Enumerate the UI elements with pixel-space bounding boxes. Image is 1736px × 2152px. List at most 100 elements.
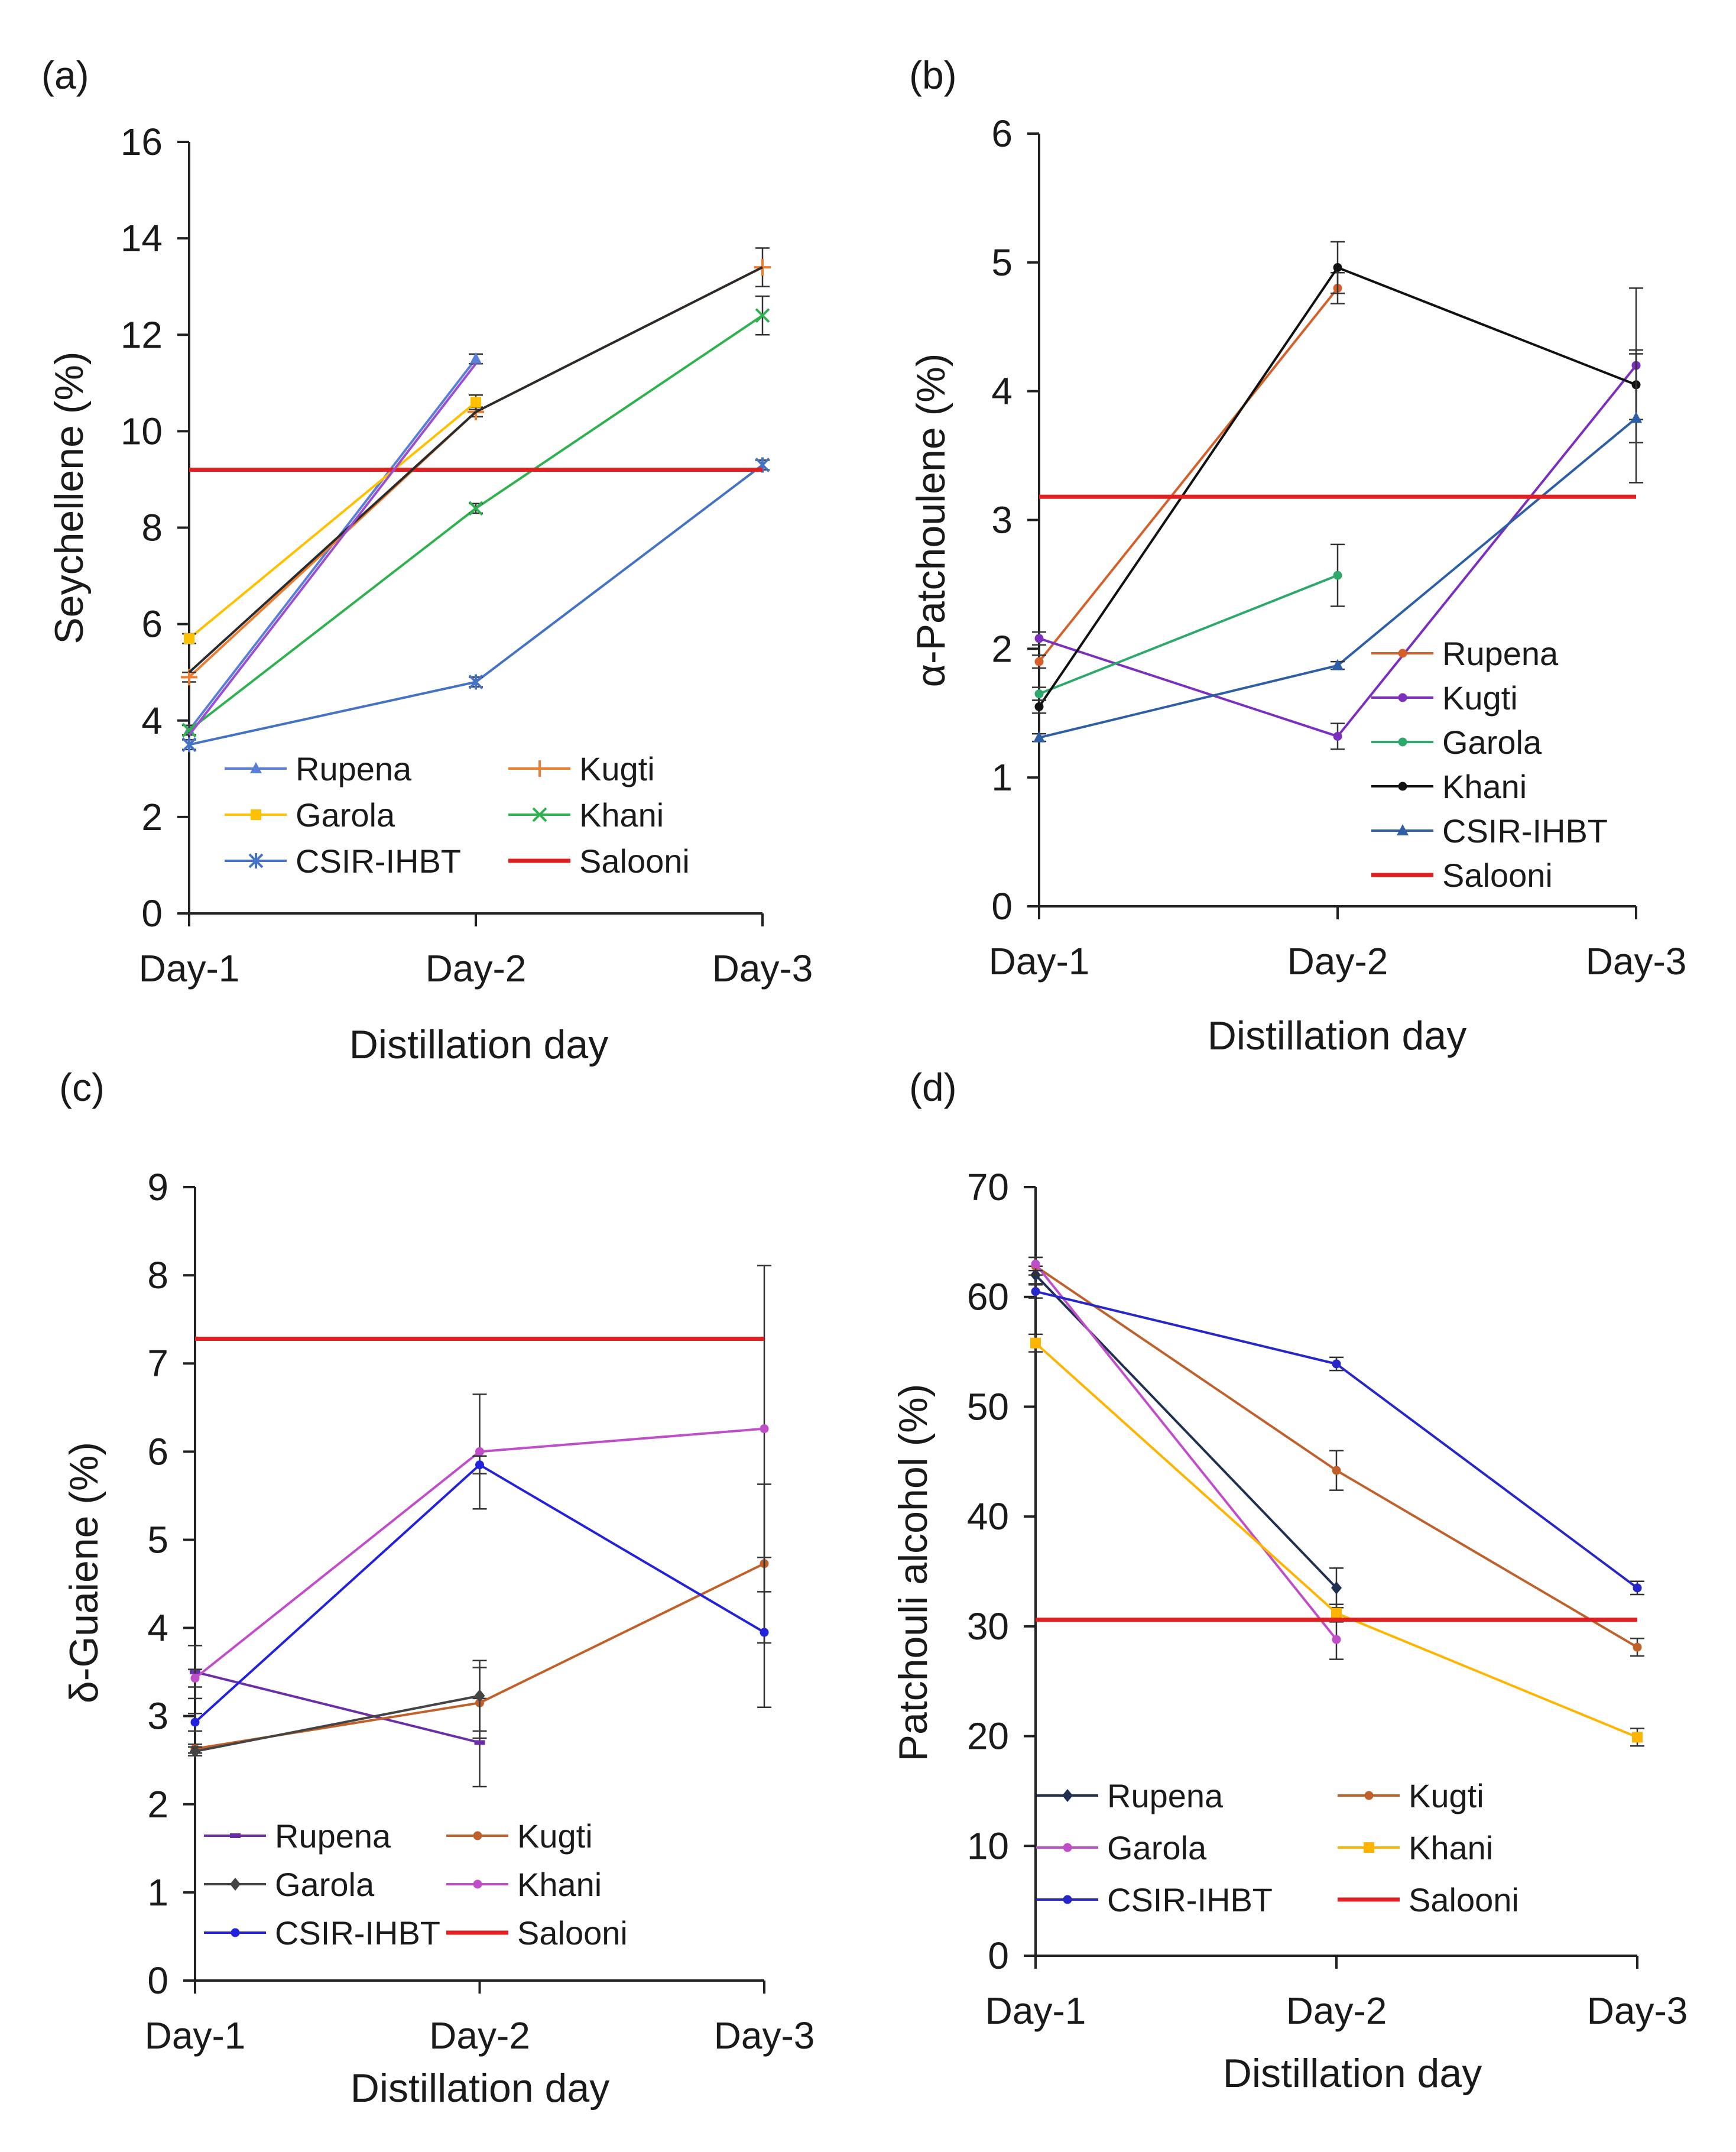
y-axis-label-a: Seychellene (%) [47, 351, 92, 644]
y-axis-label-c: δ-Guaiene (%) [61, 1442, 106, 1703]
series-line-csir-ihbt [475, 464, 764, 683]
y-tick-label: 0 [991, 885, 1013, 928]
y-tick-label: 40 [967, 1495, 1009, 1538]
y-tick-label: 7 [147, 1342, 168, 1385]
legend-item-csir-ihbt-marker [1397, 824, 1409, 835]
data-point-csir-ihbt [1031, 1286, 1040, 1296]
x-tick-label: Day-1 [985, 1989, 1086, 2032]
data-point-csir-ihbt [1332, 1359, 1341, 1369]
legend-item-khani-marker [1398, 782, 1407, 791]
data-point-khani [468, 501, 484, 516]
legend-item-khani-marker [1364, 1842, 1374, 1853]
y-tick-label: 50 [967, 1385, 1009, 1428]
panel-c: (c) Distillation day δ-Guaiene (%) 0 1 2 3 4… [59, 1065, 815, 2111]
series-line-csir-ihbt [194, 1464, 481, 1723]
legend-item-kugti-label: Kugti [579, 750, 655, 787]
legend-item-csir-ihbt-marker [1063, 1895, 1072, 1904]
data-point-kugti [1034, 634, 1044, 643]
series-line-khani [1336, 1612, 1638, 1739]
legend-item-rupena-label: Rupena [1442, 635, 1559, 672]
y-tick-label: 6 [147, 1430, 168, 1473]
legend-item-csir-ihbt-marker [248, 853, 264, 868]
data-point-rupena [474, 1740, 485, 1745]
data-point-khani [1632, 1732, 1643, 1743]
y-tick-label: 12 [121, 313, 163, 356]
series-line-csir-ihbt [479, 1463, 765, 1634]
plot-area-c: 0 1 2 3 4 5 6 7 8 9 Day-1 Day-2 Day-3 [145, 1166, 815, 2057]
series-line-rupena [1038, 287, 1339, 663]
y-tick-label: 8 [141, 507, 163, 549]
x-tick-label: Day-3 [1587, 1989, 1688, 2032]
legend-item-rupena-marker [250, 762, 262, 773]
legend-item-garola-marker [1063, 1843, 1072, 1852]
data-point-kugti [1633, 1642, 1642, 1652]
panel-label-b: (b) [909, 53, 957, 97]
plot-area-a: 0 2 4 6 8 10 12 14 16 Day-1 Day-2 Day-3 [121, 121, 813, 990]
y-tick-label: 1 [147, 1871, 168, 1914]
panel-label-a: (a) [41, 53, 89, 97]
x-axis-label-a: Distillation day [349, 1022, 608, 1067]
data-point-csir-ihbt [475, 1460, 484, 1470]
data-point-csir-ihbt [1332, 659, 1344, 670]
x-tick-label: Day-1 [145, 2014, 246, 2057]
data-point-garola [1031, 1259, 1040, 1269]
series-line-csir-ihbt [1336, 417, 1637, 667]
series-line-kugti [1039, 637, 1338, 738]
y-tick-label: 2 [141, 796, 163, 838]
series-line-garola [1034, 1263, 1338, 1641]
series-line-khani [188, 507, 477, 731]
y-tick-label: 14 [121, 217, 163, 260]
data-point-csir-ihbt [468, 674, 484, 690]
y-tick-label: 0 [141, 892, 163, 935]
data-point-csir-ihbt [1033, 731, 1045, 743]
y-tick-label: 1 [991, 756, 1013, 799]
legend-item-garola-marker [230, 1878, 241, 1891]
legend-item-salooni-label: Salooni [1409, 1881, 1519, 1918]
data-point-garola [1034, 689, 1044, 699]
legend-item-garola-label: Garola [1107, 1829, 1207, 1866]
series-line-unlabeled [188, 411, 477, 673]
data-point-khani [1331, 1607, 1342, 1619]
data-point-khani [181, 722, 197, 738]
series-line-khani [1337, 266, 1637, 386]
series-line-unlabeled [188, 362, 477, 736]
data-point-csir-ihbt [181, 737, 197, 753]
series-line-khani [194, 1450, 481, 1680]
data-point-rupena [1331, 1581, 1342, 1594]
data-point-csir-ihbt [1630, 411, 1642, 423]
x-tick-label: Day-3 [712, 947, 813, 990]
y-tick-label: 16 [121, 121, 163, 163]
legend-item-garola-marker [1398, 737, 1407, 747]
y-tick-label: 20 [967, 1715, 1009, 1758]
x-tick-label: Day-1 [139, 947, 240, 990]
y-tick-label: 6 [991, 112, 1013, 155]
legend-item-csir-ihbt-label: CSIR-IHBT [296, 842, 461, 880]
legend-d: Rupena Kugti Garola Khani CSIR-IHBT Salooni [1036, 1777, 1519, 1918]
x-tick-label: Day-2 [426, 947, 527, 990]
legend-item-salooni-label: Salooni [517, 1914, 628, 1952]
series-line-garola [194, 1694, 480, 1753]
series-line-csir-ihbt [1039, 664, 1338, 739]
legend-item-kugti-marker [1364, 1791, 1374, 1800]
y-tick-label: 8 [147, 1254, 168, 1297]
x-axis-label-b: Distillation day [1208, 1013, 1466, 1058]
y-tick-label: 2 [991, 627, 1013, 670]
legend-item-csir-ihbt-marker [231, 1928, 240, 1937]
data-point-kugti [1333, 731, 1342, 741]
legend-item-kugti-marker [1398, 693, 1407, 702]
legend-c: Rupena Kugti Garola Khani CSIR-IHBT Salooni [204, 1817, 628, 1952]
y-tick-label: 4 [991, 370, 1013, 413]
legend-item-kugti-marker [473, 1831, 482, 1840]
legend-item-khani-label: Khani [1442, 768, 1527, 805]
series-line-khani [1034, 1342, 1338, 1615]
series-line-kugti [479, 1562, 765, 1704]
legend-item-khani-marker [473, 1879, 482, 1889]
x-tick-label: Day-2 [1286, 1989, 1387, 2032]
series-line-csir-ihbt [1035, 1290, 1337, 1365]
legend-item-rupena-marker [1062, 1789, 1073, 1802]
data-point-khani [1034, 702, 1044, 711]
data-point-khani [475, 1447, 484, 1456]
series-line-khani [475, 314, 764, 510]
